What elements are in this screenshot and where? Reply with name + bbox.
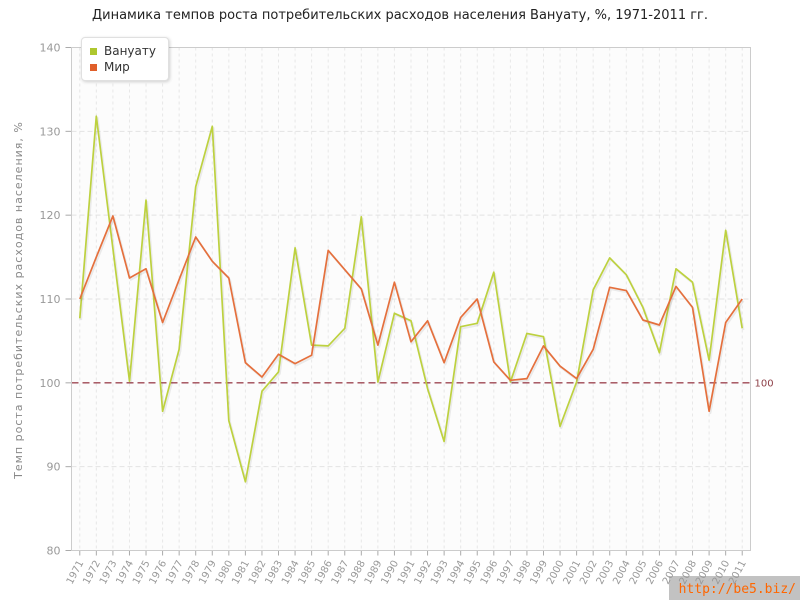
- y-tick-label: 90: [47, 461, 61, 474]
- world-series-line: [79, 215, 743, 413]
- y-tick-label: 120: [40, 209, 61, 222]
- y-tick-label: 110: [40, 293, 61, 306]
- watermark-strip: http://be5.biz/: [668, 576, 800, 600]
- world-series-swatch: [90, 63, 97, 71]
- legend-item-world: Мир: [90, 59, 156, 75]
- vanuatu-series-line: [78, 115, 744, 483]
- x-tick-label: 2011: [727, 559, 749, 587]
- watermark-link[interactable]: http://be5.biz/: [678, 582, 796, 597]
- y-tick-label: 130: [40, 125, 61, 138]
- vanuatu-series-swatch: [90, 47, 97, 55]
- y-tick-label: 100: [40, 377, 61, 390]
- legend: Вануату Мир: [81, 37, 169, 81]
- legend-item-vanuatu: Вануату: [90, 43, 156, 59]
- y-tick-label: 80: [47, 545, 61, 558]
- baseline-100-label: 100: [755, 378, 774, 389]
- legend-label-vanuatu: Вануату: [104, 44, 156, 58]
- chart-title: Динамика темпов роста потребительских ра…: [91, 8, 709, 23]
- legend-label-world: Мир: [104, 60, 130, 74]
- y-tick-label: 140: [40, 42, 61, 55]
- plot-border: [71, 47, 751, 551]
